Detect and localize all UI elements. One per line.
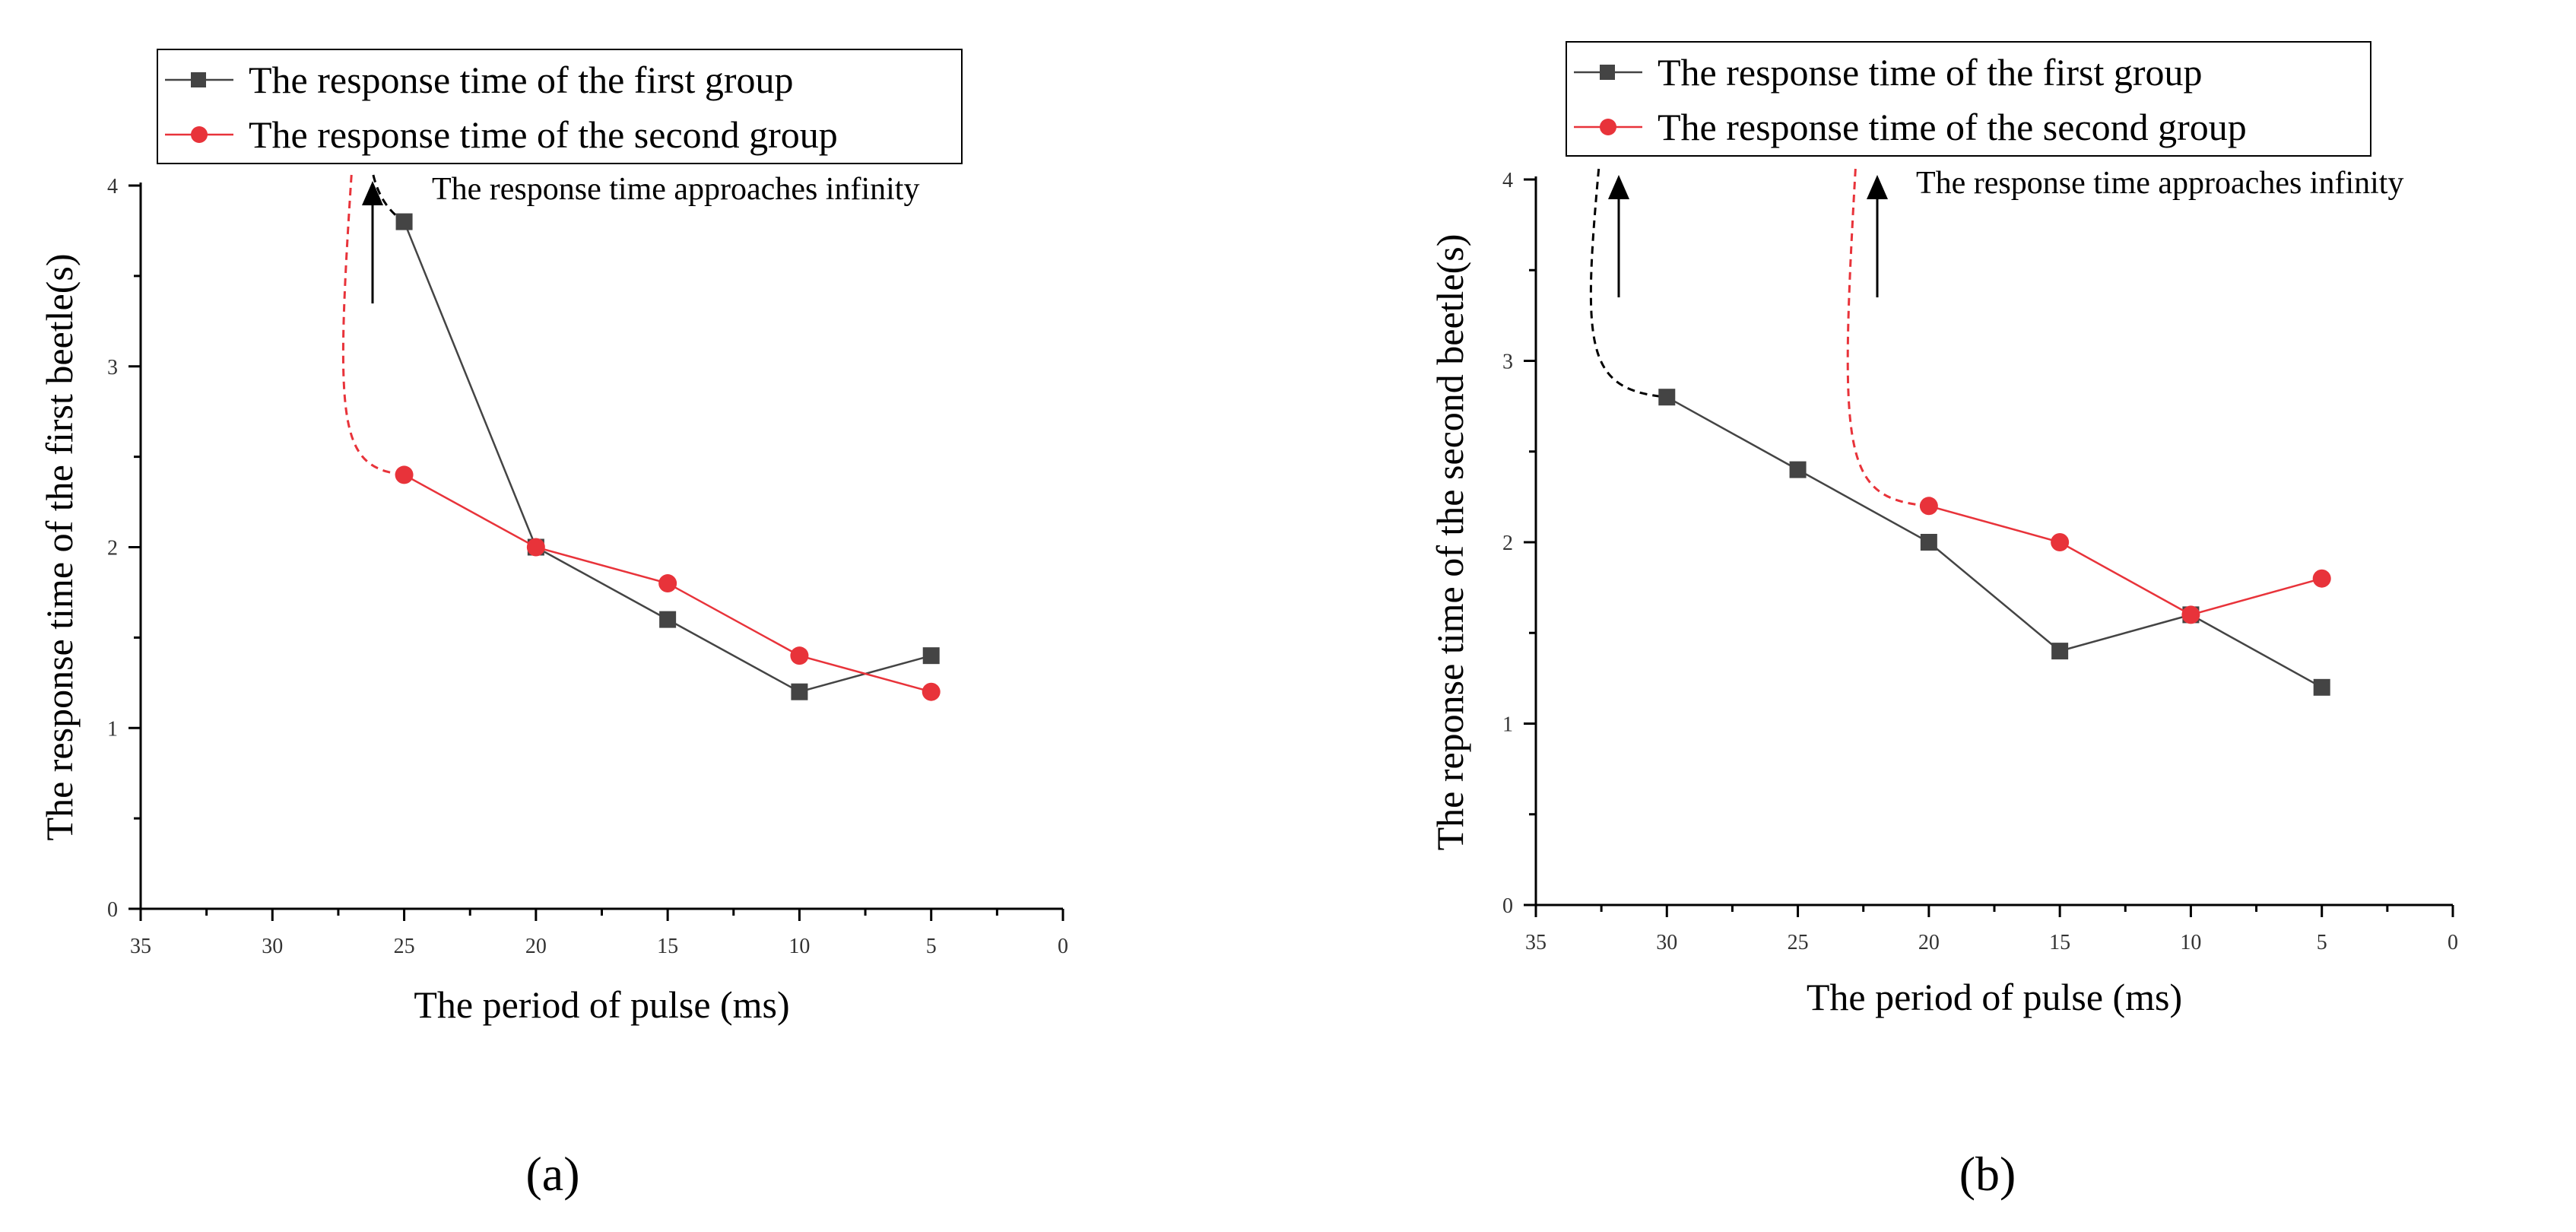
x-tick-label: 10: [2180, 931, 2201, 954]
y-tick-label: 1: [107, 717, 118, 741]
y-tick-label: 3: [107, 356, 118, 379]
x-tick-label: 35: [130, 935, 151, 958]
x-tick-label: 25: [394, 935, 415, 958]
chart-panel-a: 35 30 25 20 15 10 5 0 0 1 2 3 4 The period of pulse (…: [38, 49, 1068, 1201]
data-point-series-2: [2181, 605, 2200, 624]
y-axis-title: The reponse time of the second beetle(s): [1429, 234, 1471, 851]
y-tick-label: 0: [107, 898, 118, 922]
y-axis-title: The response time of the first beetle(s): [38, 254, 81, 841]
panel-label: (b): [1959, 1147, 2016, 1201]
y-tick-label: 1: [1502, 713, 1513, 737]
x-tick-label: 25: [1788, 931, 1809, 954]
asymptote-curve-series-2: [1846, 168, 1929, 507]
legend-marker-circle: [191, 126, 208, 143]
x-tick-label: 5: [926, 935, 937, 958]
x-tick-label: 0: [2448, 931, 2458, 954]
infinity-arrow-head: [1608, 175, 1629, 199]
data-point-series-1: [2051, 643, 2069, 660]
asymptote-curve-series-1: [1589, 168, 1667, 398]
x-tick-label: 20: [525, 935, 547, 958]
legend-marker-square: [1600, 65, 1615, 80]
y-tick-label: 2: [1502, 532, 1513, 555]
data-point-series-2: [790, 646, 809, 665]
data-point-series-2: [2051, 533, 2070, 551]
x-tick-label: 10: [788, 935, 810, 958]
asymptote-curve-series-2: [341, 174, 404, 476]
data-point-series-2: [922, 682, 941, 701]
y-tick-label: 4: [107, 175, 118, 198]
chart-b-svg: 35 30 25 20 15 10 5 0 0 1 2 3 4 The period of pulse (…: [1429, 41, 2458, 1201]
chart-a-svg: 35 30 25 20 15 10 5 0 0 1 2 3 4 The period of pulse (…: [38, 49, 1068, 1201]
infinity-arrow-head: [362, 181, 383, 205]
infinity-arrow-2-head: [1867, 175, 1888, 199]
series-line-2: [1928, 505, 2323, 616]
x-tick-label: 20: [1918, 931, 1940, 954]
legend-marker-square: [191, 72, 206, 87]
y-tick-label: 3: [1502, 351, 1513, 374]
data-point-series-1: [1789, 461, 1807, 478]
legend-label-1: The response time of the first group: [249, 59, 793, 101]
annotation-text: The response time approaches infinity: [432, 172, 919, 207]
legend-box: [157, 49, 963, 164]
legend-box: [1566, 41, 2371, 157]
legend-label-2: The response time of the second group: [249, 113, 838, 156]
x-tick-label: 0: [1058, 935, 1068, 958]
data-point-series-1: [791, 683, 808, 700]
annotation-text: The response time approaches infinity: [1916, 166, 2403, 201]
chart-panel-b: 35 30 25 20 15 10 5 0 0 1 2 3 4 The period of pulse (…: [1288, 0, 2576, 1232]
data-point-series-1: [1920, 534, 1937, 551]
data-point-series-2: [658, 574, 677, 593]
legend-label-2: The response time of the second group: [1658, 106, 2247, 148]
data-point-series-1: [659, 611, 677, 628]
x-axis-title: The period of pulse (ms): [1807, 976, 2182, 1018]
x-tick-label: 15: [2049, 931, 2070, 954]
x-axis-title: The period of pulse (ms): [414, 983, 789, 1026]
x-tick-label: 35: [1525, 931, 1547, 954]
data-point-series-1: [395, 213, 413, 230]
data-point-series-1: [2313, 678, 2330, 696]
legend-label-1: The response time of the first group: [1658, 51, 2202, 94]
data-point-series-2: [1919, 497, 1938, 516]
panel-label: (a): [525, 1147, 579, 1201]
x-tick-label: 30: [262, 935, 283, 958]
data-point-series-2: [526, 538, 545, 557]
data-point-series-2: [395, 465, 414, 484]
x-tick-label: 30: [1656, 931, 1677, 954]
data-point-series-1: [1658, 389, 1676, 406]
data-point-series-2: [2312, 569, 2331, 588]
series-line-1: [1666, 396, 2323, 688]
legend-marker-circle: [1600, 119, 1616, 135]
y-tick-label: 2: [107, 537, 118, 560]
y-tick-label: 0: [1502, 894, 1513, 918]
x-tick-label: 15: [657, 935, 678, 958]
y-tick-label: 4: [1502, 169, 1513, 192]
x-tick-label: 5: [2317, 931, 2327, 954]
data-point-series-1: [922, 647, 940, 665]
